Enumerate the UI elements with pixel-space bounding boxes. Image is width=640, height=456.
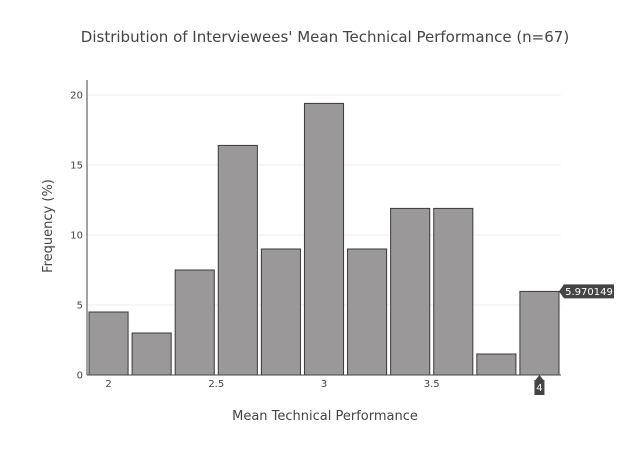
x-tick-label: 2.5 [208, 379, 224, 390]
y-tick-label: 5 [77, 301, 83, 312]
hover-x-box [534, 375, 545, 395]
bar[interactable] [347, 248, 388, 376]
x-ticks: 2 2.5 3 3.5 [105, 379, 439, 390]
x-axis-title: Mean Technical Performance [232, 409, 418, 424]
x-tick-label: 2 [105, 379, 111, 390]
hover-x-label: 4 [534, 375, 545, 395]
x-tick-label: 3 [321, 379, 327, 390]
bar[interactable] [476, 353, 517, 376]
bar[interactable] [519, 290, 560, 376]
x-tick-label: 3.5 [424, 379, 440, 390]
bar[interactable] [433, 207, 474, 376]
hover-x-text: 4 [536, 383, 542, 394]
bar[interactable] [88, 311, 129, 376]
bar[interactable] [131, 332, 172, 376]
y-tick-label: 10 [70, 231, 83, 242]
bar[interactable] [260, 248, 301, 376]
hover-y-label: 5.970149 [559, 284, 614, 299]
bars [88, 102, 560, 376]
y-ticks: 0 5 10 15 20 [70, 91, 83, 382]
hover-y-box [559, 284, 614, 299]
bar[interactable] [174, 269, 215, 376]
y-axis-title: Frequency (%) [41, 179, 56, 273]
y-tick-label: 15 [70, 161, 83, 172]
bar[interactable] [303, 102, 345, 376]
chart-title: Distribution of Interviewees' Mean Techn… [81, 28, 569, 46]
bar[interactable] [390, 207, 431, 376]
hover-y-text: 5.970149 [565, 287, 613, 298]
y-tick-label: 0 [77, 371, 83, 382]
y-tick-label: 20 [70, 91, 83, 102]
bar[interactable] [217, 144, 258, 376]
